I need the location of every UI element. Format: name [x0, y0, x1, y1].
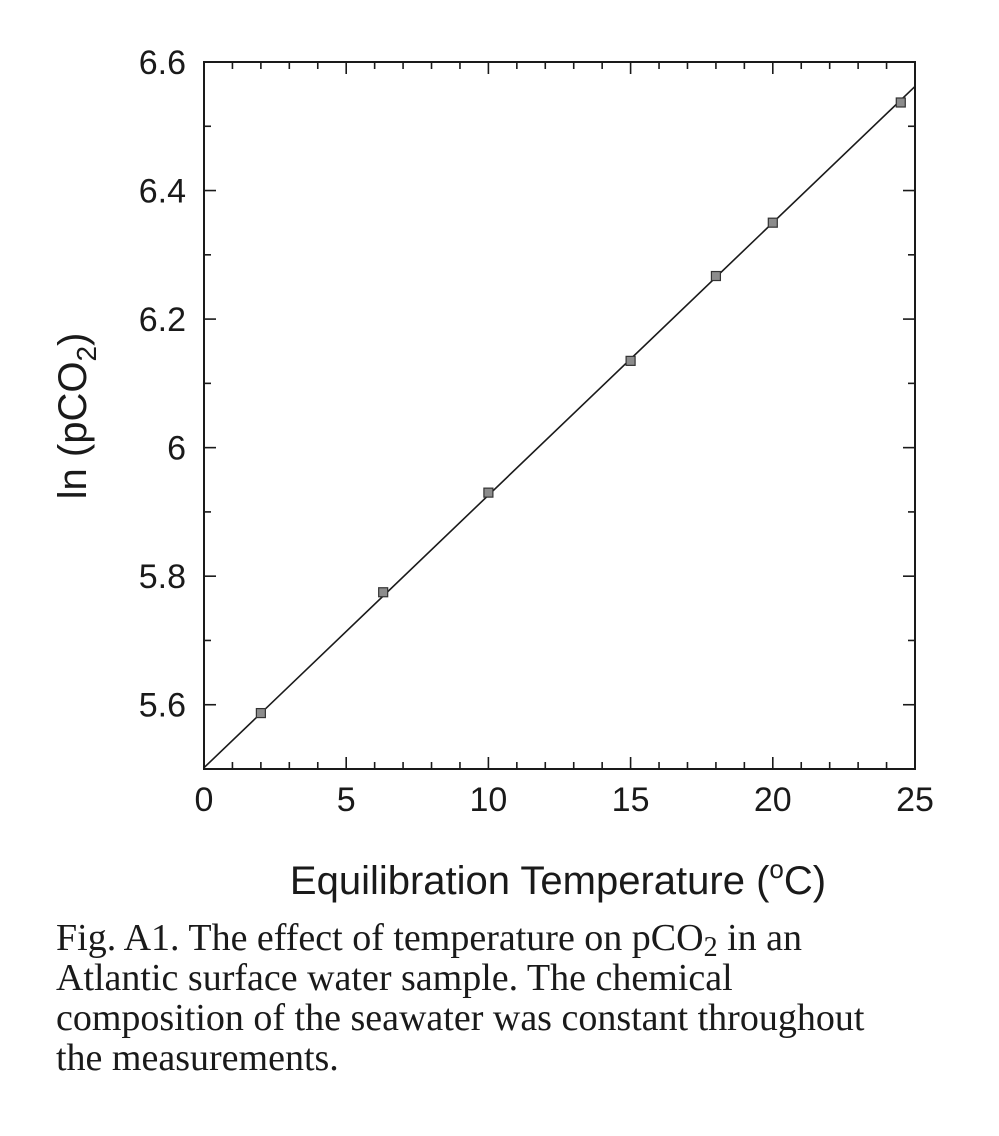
y-axis-label-tail: ) — [51, 333, 95, 346]
caption-line-4: the measurements. — [56, 1037, 339, 1079]
x-tick-labels: 0 5 10 15 20 25 — [195, 781, 934, 819]
x-tick-label: 0 — [195, 781, 214, 819]
data-points — [255, 97, 906, 719]
y-axis-label-text: ln (pCO — [51, 362, 95, 500]
data-point — [483, 487, 494, 498]
y-axis-label-sub: 2 — [71, 346, 102, 362]
caption-line-2: Atlantic surface water sample. The chemi… — [56, 957, 733, 999]
data-point — [625, 355, 636, 366]
plot-frame — [203, 61, 916, 770]
x-tick-label: 25 — [896, 781, 934, 819]
fit-line — [203, 85, 916, 769]
data-point — [895, 97, 906, 108]
y-tick-label: 6.4 — [139, 173, 186, 211]
y-tick-labels: 5.6 5.8 6 6.2 6.4 6.6 — [139, 44, 186, 725]
y-tick-label: 5.8 — [139, 558, 186, 596]
caption-line-3: composition of the seawater was constant… — [56, 997, 865, 1039]
x-tick-label: 10 — [469, 781, 507, 819]
data-point — [378, 587, 389, 598]
data-point — [767, 217, 778, 228]
figure-caption: Fig. A1. The effect of temperature on pC… — [56, 918, 976, 1078]
x-axis-label: Equilibration Temperature (oC) — [290, 854, 826, 903]
y-tick-label: 6 — [167, 430, 186, 468]
x-tick-label: 20 — [754, 781, 792, 819]
caption-line-1: Fig. A1. The effect of temperature on pC… — [56, 917, 803, 963]
axis-ticks — [203, 61, 916, 770]
y-tick-label: 6.6 — [139, 44, 186, 82]
x-axis-label-tail: C) — [784, 859, 826, 903]
y-tick-label: 6.2 — [139, 301, 186, 339]
x-tick-label: 15 — [612, 781, 650, 819]
y-tick-label: 5.6 — [139, 687, 186, 725]
y-axis-label: ln (pCO2) — [51, 333, 102, 500]
x-axis-label-text: Equilibration Temperature ( — [290, 859, 770, 903]
data-point — [255, 707, 266, 719]
x-tick-label: 5 — [337, 781, 356, 819]
data-point — [710, 270, 722, 282]
x-axis-label-sup: o — [769, 854, 783, 884]
